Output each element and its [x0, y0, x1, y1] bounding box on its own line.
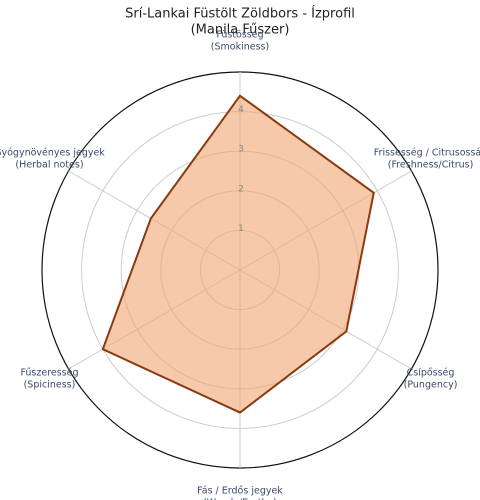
axis-label: Frissesség / Citrusosság	[374, 148, 480, 159]
axis-label: (Woody/Earthy)	[203, 498, 277, 500]
axis-label: Fás / Erdős jegyek	[197, 486, 283, 497]
tick-label: 2	[238, 184, 244, 194]
axis-label: Fűszeresség	[20, 368, 78, 379]
axis-label: (Herbal notes)	[15, 160, 83, 171]
axis-label: (Freshness/Citrus)	[388, 160, 474, 171]
axis-label: Füstösség	[216, 30, 263, 41]
axis-label: Csípősség	[407, 368, 455, 379]
tick-label: 4	[238, 105, 244, 115]
tick-label: 1	[238, 224, 244, 234]
axis-label: (Spiciness)	[24, 380, 76, 391]
axis-label: Gyógynövényes jegyek	[0, 148, 105, 159]
chart-subtitle: (Manila Fűszer)	[191, 23, 290, 38]
tick-label: 3	[238, 145, 244, 155]
axis-label: (Pungency)	[404, 380, 458, 391]
axis-label: (Smokiness)	[211, 42, 269, 53]
chart-title: Srí-Lankai Füstölt Zöldbors - Ízprofil	[125, 6, 355, 22]
data-area	[101, 94, 375, 414]
